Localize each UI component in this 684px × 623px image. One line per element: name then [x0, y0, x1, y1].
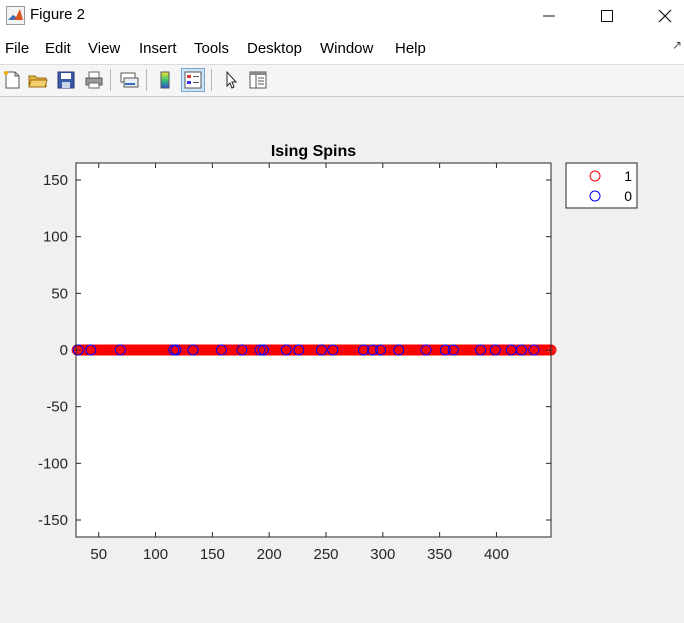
y-tick-label: -100 [38, 455, 68, 472]
property-editor-icon [249, 71, 267, 89]
insert-colorbar-button[interactable] [153, 68, 177, 92]
data-point-series-0 [358, 344, 369, 356]
pointer-icon [226, 70, 238, 89]
print-icon [85, 71, 103, 89]
save-button[interactable] [54, 68, 78, 92]
y-tick-label: 0 [60, 342, 68, 359]
data-point-series-0 [293, 344, 305, 356]
axes-box [75, 162, 552, 538]
insert-legend-button[interactable] [181, 68, 205, 92]
menu-window[interactable]: Window [320, 40, 374, 57]
y-tick-label: -50 [46, 399, 68, 416]
menu-file[interactable]: File [5, 40, 30, 57]
colorbar-icon [160, 71, 170, 89]
data-point-series-0 [85, 344, 97, 356]
y-tick-label: 50 [51, 285, 68, 302]
y-tick-label: 150 [43, 172, 68, 189]
data-point-series-0 [447, 344, 459, 356]
data-point-series-0 [375, 344, 387, 356]
save-icon [57, 71, 75, 89]
dock-arrow-icon[interactable]: ↗ [671, 38, 682, 52]
window-title: Figure 2 [30, 6, 86, 23]
y-tick-label: 100 [43, 229, 68, 246]
menu-bar: File Edit View Insert Tools Desktop Wind… [0, 32, 684, 65]
data-point-series-0 [367, 344, 379, 356]
figure-toolbar [0, 65, 684, 97]
matlab-logo-icon [6, 6, 25, 25]
x-tick-label: 200 [257, 546, 282, 563]
data-point-series-0 [528, 344, 540, 356]
legend-box [565, 162, 638, 209]
link-plot-button[interactable] [117, 68, 141, 92]
menu-help[interactable]: Help [395, 40, 426, 57]
close-button[interactable] [642, 0, 684, 32]
data-point-series-0 [489, 344, 501, 356]
x-tick-label: 400 [484, 546, 509, 563]
data-point-series-0 [280, 344, 292, 356]
new-figure-icon [4, 71, 20, 89]
data-point-series-0 [170, 344, 182, 356]
scatter-plot: 50 100 150 200 250 300 350 400 -150 -100 -50 0 50 100… [38, 143, 638, 563]
data-point-series-0 [114, 344, 126, 356]
menu-desktop[interactable]: Desktop [247, 40, 303, 57]
data-point-series-0 [236, 344, 248, 356]
title-bar: Figure 2 [0, 0, 684, 32]
menu-edit[interactable]: Edit [45, 40, 71, 57]
x-tick-label: 100 [143, 546, 168, 563]
close-icon [658, 9, 672, 23]
legend-label-series-0: 0 [624, 188, 632, 204]
toolbar-separator [146, 69, 147, 91]
y-tick-label: -150 [38, 512, 68, 529]
data-point-series-0 [72, 344, 84, 356]
data-point-series-0 [393, 344, 405, 356]
data-point-series-0 [187, 344, 199, 356]
x-tick-label: 50 [90, 546, 107, 563]
data-point-series-0 [215, 344, 227, 356]
minimize-button[interactable] [526, 0, 572, 32]
x-tick-label: 150 [200, 546, 225, 563]
data-point-series-0 [515, 344, 527, 356]
maximize-icon [601, 10, 613, 22]
toolbar-separator [110, 69, 111, 91]
data-point-series-0 [258, 344, 269, 356]
data-point-series-0 [439, 344, 451, 356]
data-point-series-0 [475, 344, 487, 356]
toolbar-separator [211, 69, 212, 91]
menu-tools[interactable]: Tools [194, 40, 230, 57]
legend-icon [184, 71, 202, 89]
data-point-series-0 [315, 344, 327, 356]
legend-marker-series-0 [589, 190, 601, 202]
chart-title: Ising Spins [271, 143, 356, 160]
open-file-button[interactable] [26, 68, 50, 92]
edit-plot-button[interactable] [219, 68, 243, 92]
new-figure-button[interactable] [0, 68, 24, 92]
data-point-series-0 [420, 344, 432, 356]
x-tick-label: 300 [370, 546, 395, 563]
legend-label-series-1: 1 [624, 168, 632, 184]
open-file-icon [28, 75, 48, 88]
menu-view[interactable]: View [88, 40, 121, 57]
legend-marker-series-1 [589, 170, 601, 182]
legend[interactable]: 1 0 [565, 162, 638, 209]
menu-insert[interactable]: Insert [139, 40, 177, 57]
x-tick-label: 350 [427, 546, 452, 563]
data-point-series-0 [254, 344, 266, 356]
print-button[interactable] [82, 68, 106, 92]
link-plot-icon [120, 72, 139, 88]
minimize-icon [543, 15, 555, 17]
data-point-series-0 [327, 344, 339, 356]
figure-canvas: 50 100 150 200 250 300 350 400 -150 -100 -50 0 50 100… [0, 97, 684, 618]
property-editor-button[interactable] [246, 68, 270, 92]
maximize-button[interactable] [584, 0, 630, 32]
x-tick-label: 250 [313, 546, 338, 563]
